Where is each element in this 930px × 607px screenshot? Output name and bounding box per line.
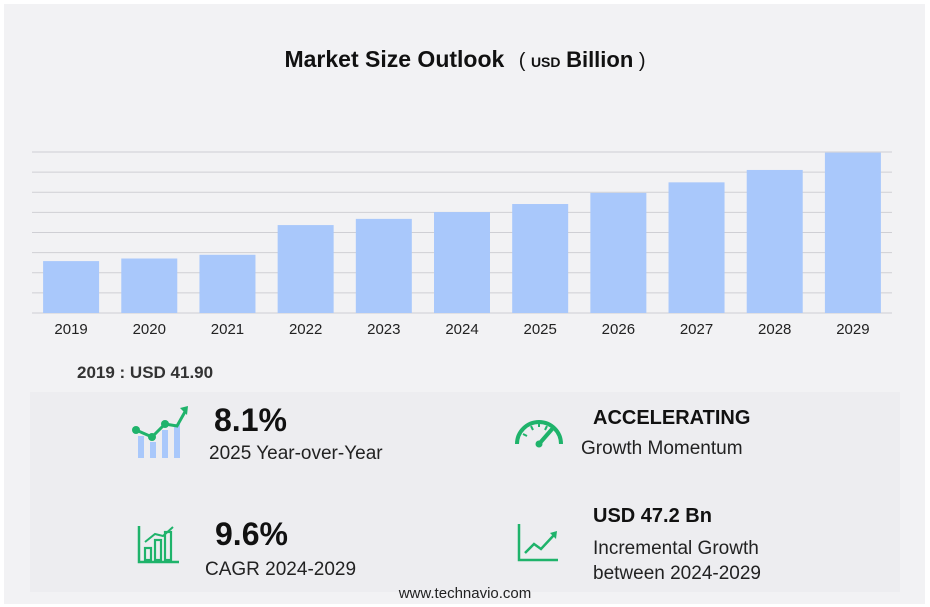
momentum-label: Growth Momentum	[581, 438, 743, 459]
bar-2025	[512, 204, 569, 313]
unit-scale: Billion	[566, 47, 634, 72]
bar-2021	[199, 254, 256, 313]
incremental-label-2: between 2024-2029	[593, 563, 761, 584]
x-tick-label: 2021	[211, 321, 244, 338]
x-tick-label: 2022	[289, 321, 322, 338]
source-footer: www.technavio.com	[398, 585, 532, 602]
x-tick-label: 2029	[836, 321, 869, 338]
x-tick-label: 2026	[602, 321, 635, 338]
incremental-label-1: Incremental Growth	[593, 538, 759, 559]
x-tick-label: 2020	[133, 321, 166, 338]
bar-2022	[277, 225, 334, 313]
chart-title-main: Market Size Outlook	[284, 46, 505, 72]
yoy-value: 8.1%	[214, 402, 287, 438]
x-tick-label: 2024	[445, 321, 478, 338]
bar-growth-icon	[132, 406, 188, 458]
x-tick-label: 2023	[367, 321, 400, 338]
unit-currency: USD	[530, 54, 561, 70]
yoy-label: 2025 Year-over-Year	[209, 443, 383, 464]
bar-2029	[824, 152, 881, 313]
bar-2023	[355, 218, 412, 313]
speedometer-icon	[515, 420, 563, 448]
cagr-value: 9.6%	[215, 516, 288, 552]
incremental-value: USD 47.2 Bn	[593, 505, 712, 527]
x-tick-label: 2019	[54, 321, 87, 338]
bar-2026	[590, 192, 647, 313]
bar-chart-icon	[137, 526, 179, 564]
chart-title: Market Size Outlook ( USD Billion )	[0, 46, 930, 73]
bar-2024	[434, 212, 490, 313]
x-tick-label: 2028	[758, 321, 791, 338]
x-tick-label: 2027	[680, 321, 713, 338]
chart-title-unit: ( USD Billion )	[518, 47, 646, 72]
bar-2019	[43, 261, 100, 313]
cagr-label: CAGR 2024-2029	[205, 559, 357, 580]
bar-2020	[121, 258, 178, 313]
bar-chart: 2019 2020 2021 2022 2023 2024 2025 2026 2027 2028…	[32, 151, 892, 338]
trend-line-icon	[517, 524, 558, 562]
base-year-value: 2019 : USD 41.90	[77, 363, 214, 382]
momentum-value: ACCELERATING	[593, 407, 751, 429]
x-tick-label: 2025	[523, 321, 556, 338]
bar-2027	[668, 182, 725, 313]
bar-2028	[746, 169, 803, 313]
